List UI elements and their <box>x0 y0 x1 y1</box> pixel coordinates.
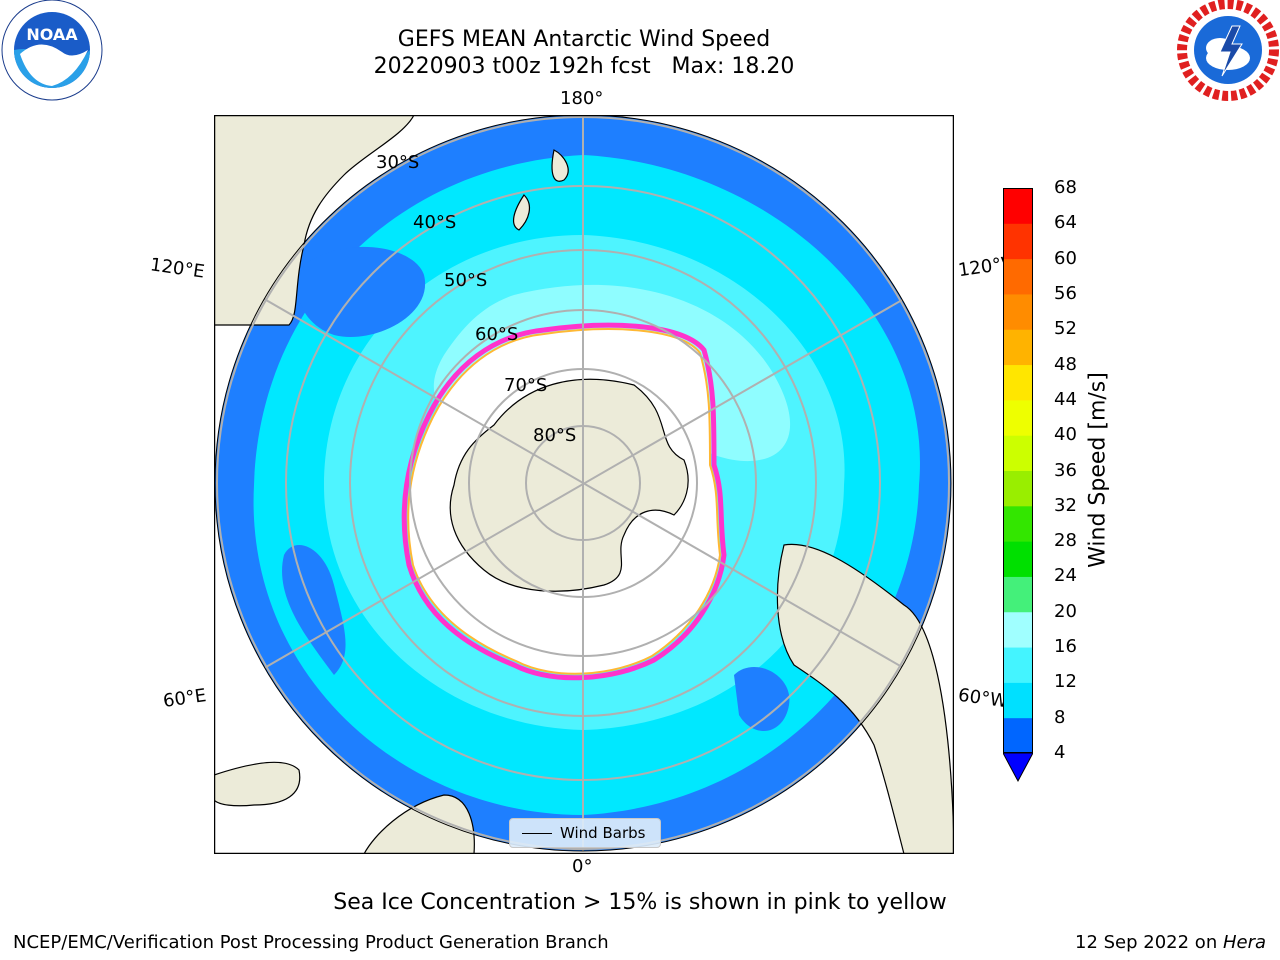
colorbar-segment <box>1003 364 1033 401</box>
colorbar-segment <box>1003 717 1033 754</box>
land-masses <box>214 115 954 854</box>
lat-label-50s: 50°S <box>444 270 488 291</box>
colorbar-tick-label: 4 <box>1054 742 1066 763</box>
colorbar-segment <box>1003 576 1033 613</box>
colorbar-tick-label: 36 <box>1054 459 1077 481</box>
colorbar-tick-label: 32 <box>1054 494 1077 516</box>
colorbar-tick-label: 60 <box>1054 247 1077 269</box>
lon-label-120e: 120°E <box>148 254 206 283</box>
colorbar-segment <box>1003 647 1033 683</box>
noaa-logo: NOAA <box>1 0 103 101</box>
colorbar-segment <box>1003 293 1033 330</box>
colorbar-segment <box>1003 505 1033 542</box>
colorbar-tick-label: 56 <box>1054 282 1077 304</box>
colorbar-tick-label: 8 <box>1054 706 1066 728</box>
map-frame-border <box>214 115 954 854</box>
colorbar-frame <box>1003 188 1033 753</box>
lat-label-80s: 80°S <box>533 425 577 446</box>
lon-label-60w: 60°W <box>956 684 1009 713</box>
footer-branch: NCEP/EMC/Verification Post Processing Pr… <box>13 932 609 953</box>
lon-label-180: 180° <box>560 88 604 109</box>
footer-machine: Hera <box>1222 932 1266 953</box>
colorbar-tick-label: 40 <box>1054 424 1077 446</box>
lat-label-30s: 30°S <box>376 152 420 173</box>
colorbar-tick-label: 28 <box>1054 530 1077 552</box>
colorbar-tick-label: 44 <box>1054 388 1077 410</box>
colorbar-segment <box>1003 223 1033 260</box>
map-legend: Wind Barbs <box>509 818 661 848</box>
chart-subtitle: 20220903 t00z 192h fcst Max: 18.20 <box>373 54 795 79</box>
lat-label-40s: 40°S <box>413 212 457 233</box>
colorbar-segment <box>1003 399 1033 436</box>
polar-map <box>214 115 954 854</box>
graticule <box>215 115 951 851</box>
colorbar-tick-label: 52 <box>1054 318 1077 340</box>
colorbar-tick-label: 24 <box>1054 565 1077 587</box>
lat-label-60s: 60°S <box>475 324 519 345</box>
colorbar-segment <box>1003 541 1033 577</box>
colorbar-under-arrow <box>1003 752 1033 783</box>
colorbar-segment <box>1003 470 1033 507</box>
legend-label: Wind Barbs <box>560 824 646 842</box>
noaa-logo-text: NOAA <box>26 25 78 44</box>
colorbar <box>1003 188 1033 783</box>
colorbar-tick-label: 64 <box>1054 212 1077 234</box>
sea-ice-footnote: Sea Ice Concentration > 15% is shown in … <box>333 890 947 915</box>
wind-barb-legend-line <box>522 832 552 834</box>
colorbar-segment <box>1003 435 1033 471</box>
colorbar-segment <box>1003 682 1033 719</box>
chart-title: GEFS MEAN Antarctic Wind Speed <box>397 27 771 52</box>
lon-label-0: 0° <box>572 856 593 877</box>
footer-date: 12 Sep 2022 on Hera <box>1075 932 1266 953</box>
colorbar-segment <box>1003 188 1033 224</box>
colorbar-tick-label: 48 <box>1054 353 1077 375</box>
lat-label-70s: 70°S <box>504 375 548 396</box>
colorbar-tick-label: 20 <box>1054 600 1077 622</box>
colorbar-tick-label: 12 <box>1054 671 1077 693</box>
nws-logo <box>1177 0 1279 101</box>
colorbar-segment <box>1003 258 1033 295</box>
lon-label-60e: 60°E <box>161 685 208 712</box>
colorbar-segment <box>1003 329 1033 366</box>
colorbar-segment <box>1003 611 1033 648</box>
colorbar-tick-label: 68 <box>1054 177 1077 198</box>
antarctica-land <box>449 378 689 592</box>
colorbar-tick-label: 16 <box>1054 636 1077 658</box>
